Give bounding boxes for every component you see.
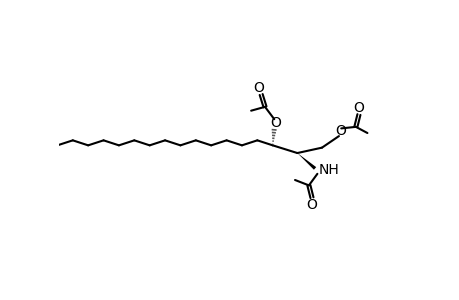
- Text: O: O: [334, 124, 345, 139]
- Text: O: O: [253, 81, 264, 94]
- Text: O: O: [353, 100, 364, 115]
- Polygon shape: [297, 153, 315, 170]
- Text: O: O: [270, 116, 280, 130]
- Text: O: O: [306, 198, 317, 212]
- Text: NH: NH: [318, 163, 338, 177]
